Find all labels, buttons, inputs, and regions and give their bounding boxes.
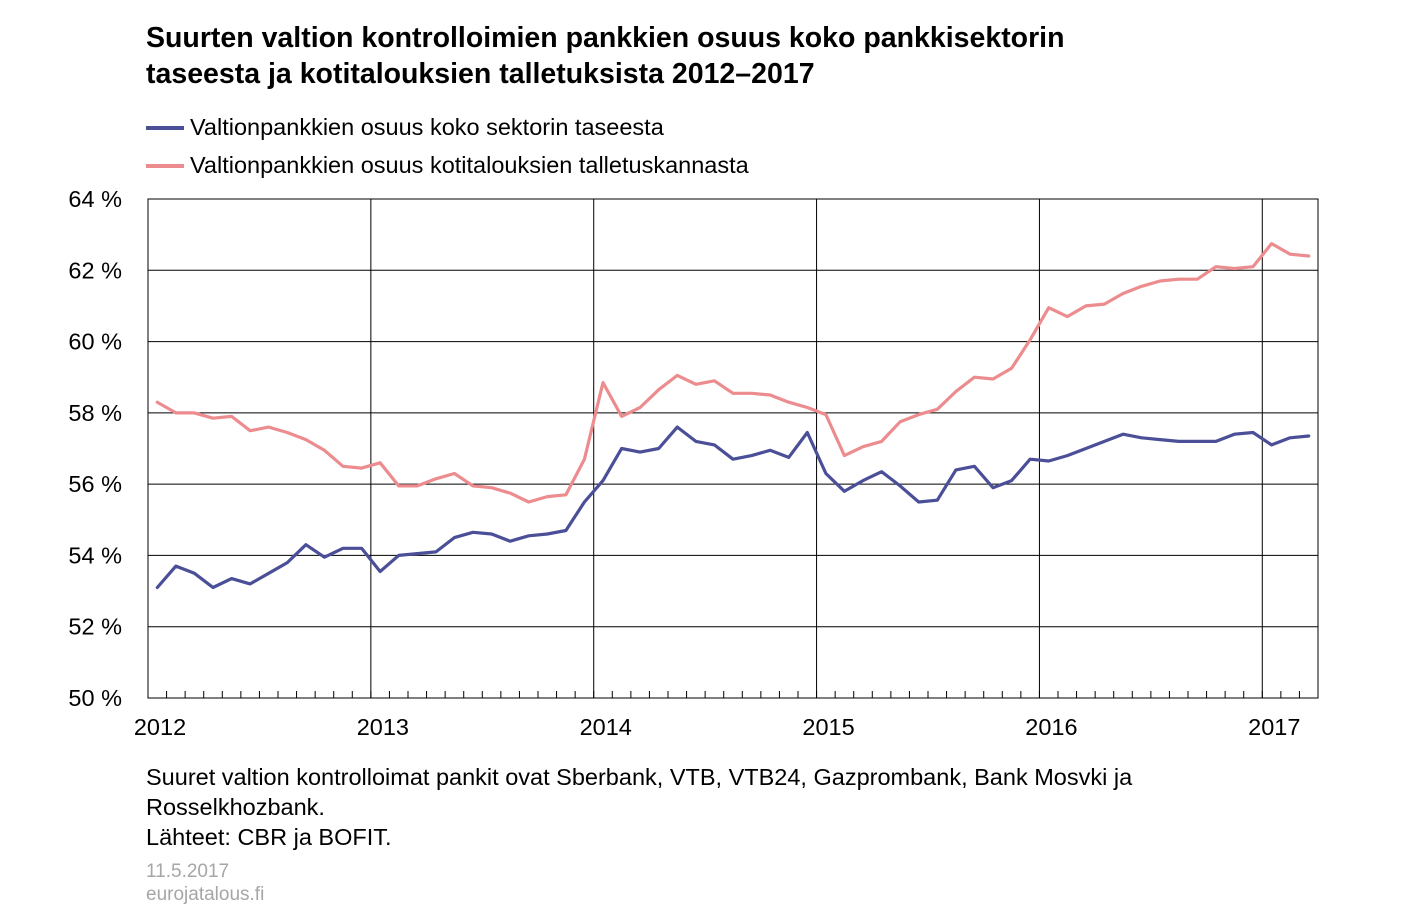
- y-tick-label: 54 %: [68, 542, 122, 568]
- legend-label-series-1: Valtionpankkien osuus koko sektorin tase…: [190, 113, 664, 140]
- legend: Valtionpankkien osuus koko sektorin tase…: [146, 108, 749, 184]
- axes: [147, 198, 1319, 699]
- site-name: eurojatalous.fi: [146, 884, 265, 905]
- y-tick-label: 60 %: [68, 329, 122, 355]
- legend-swatch-series-2: [146, 164, 184, 168]
- chart-title: Suurten valtion kontrolloimien pankkien …: [146, 20, 1346, 92]
- title-line-1: Suurten valtion kontrolloimien pankkien …: [146, 22, 1065, 54]
- x-tick-label: 2012: [134, 714, 186, 740]
- footnote-line-2: Rosselkhozbank.: [146, 794, 325, 820]
- legend-swatch-series-1: [146, 126, 184, 130]
- footnote-line-1: Suuret valtion kontrolloimat pankit ovat…: [146, 764, 1133, 790]
- y-tick-label: 64 %: [68, 186, 122, 212]
- y-tick-label: 52 %: [68, 614, 122, 640]
- x-tick-label: 2013: [357, 714, 409, 740]
- y-tick-label: 56 %: [68, 471, 122, 497]
- series-line-2: [155, 242, 1311, 504]
- chart-footnote: Suuret valtion kontrolloimat pankit ovat…: [146, 762, 1132, 852]
- legend-label-series-2: Valtionpankkien osuus kotitalouksien tal…: [190, 151, 749, 178]
- x-tick-label: 2014: [580, 714, 632, 740]
- x-tick-label: 2016: [1025, 714, 1077, 740]
- y-tick-label: 58 %: [68, 400, 122, 426]
- y-tick-label: 62 %: [68, 257, 122, 283]
- tick-labels: 50 % 52 % 54 % 56 % 58 % 60 % 62 % 64 % 2012 2013…: [68, 186, 1300, 740]
- y-tick-label: 50 %: [68, 685, 122, 711]
- x-tick-label: 2017: [1248, 714, 1300, 740]
- publication-meta: 11.5.2017 eurojatalous.fi: [146, 860, 264, 906]
- legend-item-series-2: Valtionpankkien osuus kotitalouksien tal…: [146, 146, 749, 184]
- publication-date: 11.5.2017: [146, 861, 230, 882]
- series-line-1: [155, 425, 1311, 590]
- title-line-2: taseesta ja kotitalouksien talletuksista…: [146, 58, 815, 90]
- series-lines: [155, 242, 1311, 590]
- legend-item-series-1: Valtionpankkien osuus koko sektorin tase…: [146, 108, 749, 146]
- sources-text: Lähteet: CBR ja BOFIT.: [146, 824, 392, 850]
- plot-frame: [147, 198, 1319, 699]
- x-tick-label: 2015: [802, 714, 854, 740]
